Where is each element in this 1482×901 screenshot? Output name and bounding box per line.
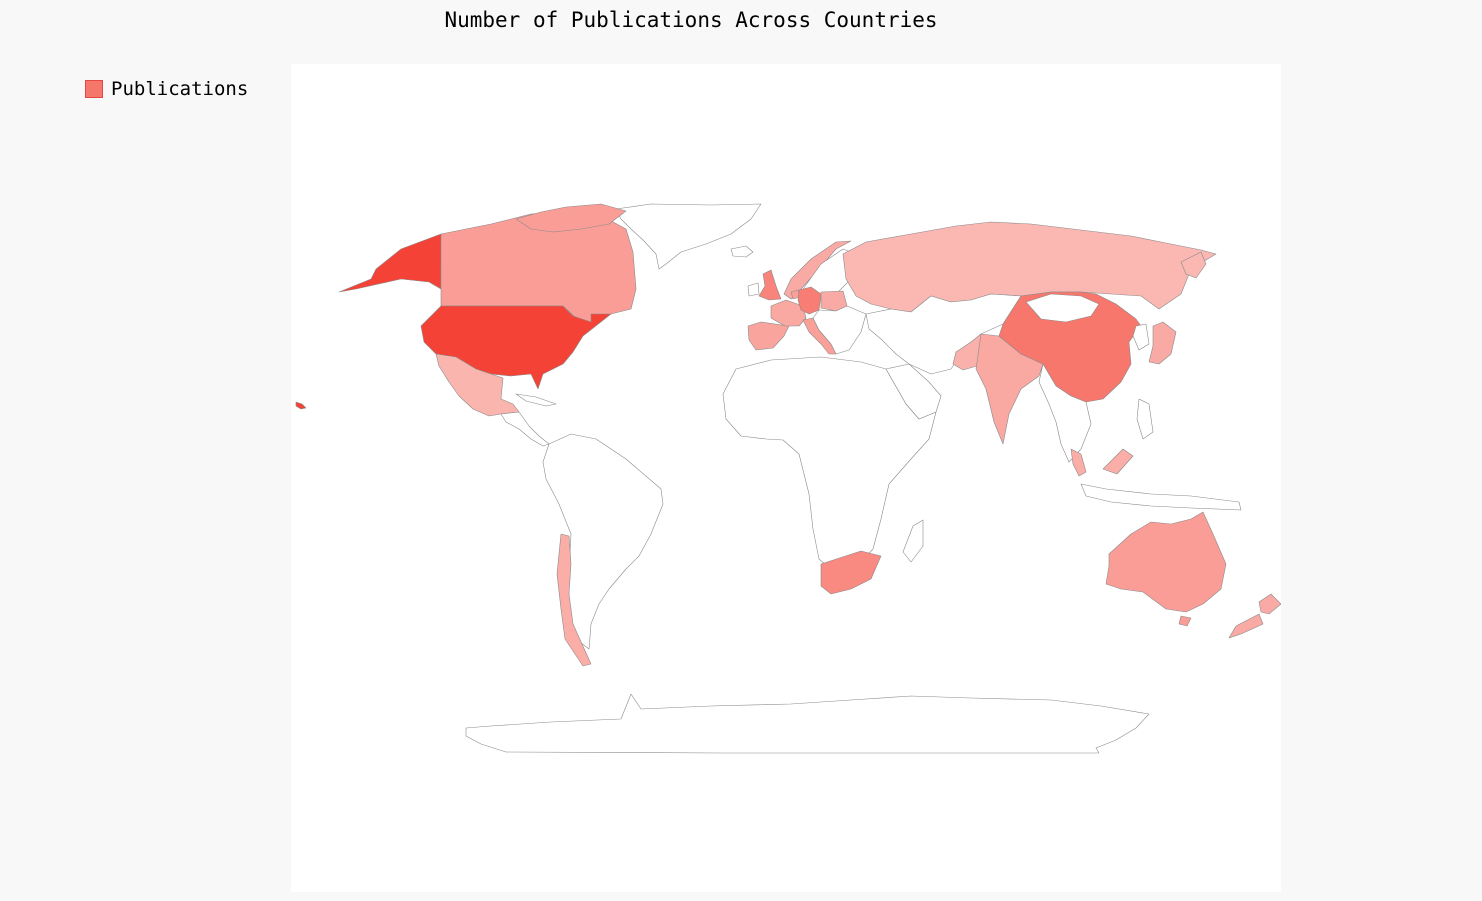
iceland — [730, 245, 754, 258]
new-zealand — [1228, 593, 1281, 639]
central-america — [500, 411, 550, 447]
mongolia — [1025, 293, 1100, 323]
france — [770, 299, 807, 327]
central-asia — [865, 293, 1022, 375]
spain — [747, 321, 790, 351]
chart-title: Number of Publications Across Countries — [444, 8, 938, 32]
chile — [556, 533, 592, 667]
legend-label: Publications — [111, 78, 249, 100]
hawaii — [295, 401, 307, 410]
central-europe — [812, 305, 867, 355]
greenland — [615, 203, 762, 270]
map-plot-area — [291, 64, 1281, 892]
korea — [1132, 323, 1150, 351]
ireland — [747, 282, 760, 297]
indonesia — [1080, 483, 1242, 511]
madagascar — [902, 519, 924, 563]
countries-layer — [295, 203, 1281, 754]
cuba — [515, 393, 557, 407]
philippines — [1136, 398, 1154, 440]
canada-arctic-islands — [515, 203, 627, 233]
legend[interactable]: Publications — [85, 78, 248, 100]
kamchatka — [1180, 251, 1207, 279]
south-africa — [820, 550, 882, 595]
malaysia — [1070, 448, 1087, 477]
world-map — [295, 203, 1281, 754]
arabian-peninsula — [885, 363, 942, 420]
germany — [797, 286, 822, 315]
malaysia-borneo — [1102, 448, 1134, 475]
united-kingdom — [758, 269, 782, 301]
japan — [1148, 321, 1177, 365]
australia — [1105, 511, 1227, 613]
legend-swatch — [85, 80, 103, 98]
antarctica — [465, 693, 1150, 754]
tasmania — [1178, 615, 1192, 627]
alaska — [338, 233, 472, 293]
south-america — [542, 433, 664, 650]
